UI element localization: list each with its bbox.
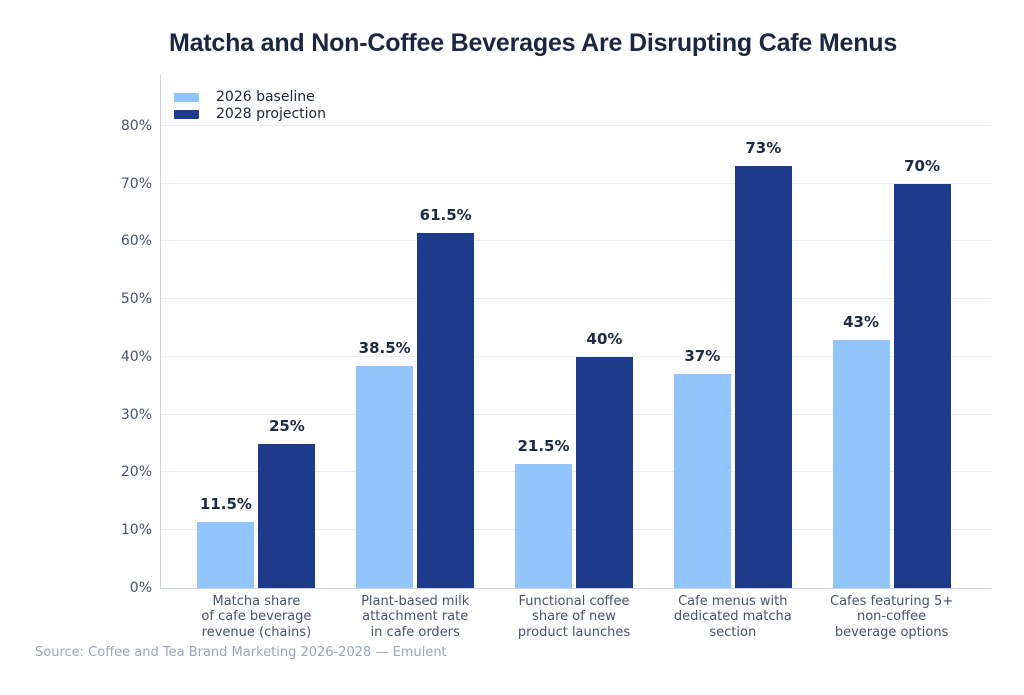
gridline (161, 240, 991, 242)
gridline (161, 124, 991, 126)
bar-group: 21.5% 40% (495, 75, 654, 588)
x-category-label: Matcha share of cafe beverage revenue (c… (201, 594, 312, 640)
bar-value-label: 25% (268, 416, 305, 435)
bar-2028-projection: 61.5% (417, 206, 475, 588)
bars-row: 11.5% 25% 38.5% 61.5% 21.5% 40% 37% 73% 43% 70% (177, 75, 971, 588)
legend-row: 2028 projection (174, 106, 326, 122)
bar-value-label: 21.5% (517, 436, 570, 455)
bar-value-label: 40% (586, 329, 623, 348)
x-category-label: Functional coffee share of new product l… (517, 594, 631, 640)
bar-2026-baseline: 37% (673, 347, 731, 588)
bar-2026-baseline: 43% (832, 313, 890, 588)
bar-group: 11.5% 25% (177, 75, 336, 588)
bar-2028-projection: 40% (575, 330, 633, 588)
x-category-label: Cafe menus with dedicated matcha section (673, 594, 792, 640)
bar-2026-baseline: 21.5% (514, 437, 572, 588)
y-tick-label: 20% (120, 464, 152, 481)
bar-group: 43% 70% (812, 75, 971, 588)
y-tick-label: 60% (120, 233, 152, 250)
bar-2026-baseline: 11.5% (197, 495, 255, 588)
bar-group: 38.5% 61.5% (336, 75, 495, 588)
legend: 2026 baseline 2028 projection (174, 89, 326, 122)
bar-group: 37% 73% (653, 75, 812, 588)
y-tick-label: 0% (129, 580, 152, 596)
y-tick-label: 50% (120, 291, 152, 308)
legend-label: 2026 baseline (216, 89, 315, 105)
gridline (161, 182, 991, 184)
bar-2028-projection: 25% (258, 417, 316, 588)
bar-2026-baseline: 38.5% (356, 339, 414, 588)
bar-value-label: 37% (684, 347, 721, 366)
gridline (161, 355, 991, 357)
bar-value-label: 70% (904, 156, 941, 175)
bar-value-label: 38.5% (358, 338, 411, 357)
plot-area: 0% 10% 20% 30% 40% 50% 60% 70% 80% 11.5% 25% 38.5%… (121, 75, 991, 640)
y-tick-label: 80% (120, 117, 152, 134)
y-tick-label: 10% (120, 522, 152, 539)
bar-value-label: 11.5% (199, 494, 252, 513)
bar-value-label: 61.5% (419, 205, 472, 224)
legend-swatch (174, 92, 199, 102)
bar-value-label: 73% (745, 139, 782, 158)
source-note: Source: Coffee and Tea Brand Marketing 2… (35, 645, 447, 660)
legend-row: 2026 baseline (174, 89, 326, 105)
y-tick-label: 70% (120, 175, 152, 192)
bar-2028-projection: 70% (893, 157, 951, 588)
x-axis-category-labels: Matcha share of cafe beverage revenue (c… (177, 594, 971, 640)
gridline (161, 298, 991, 300)
bar-value-label: 43% (843, 312, 880, 331)
x-category-label: Cafes featuring 5+ non-coffee beverage o… (830, 594, 954, 640)
chart-title: Matcha and Non-Coffee Beverages Are Disr… (168, 29, 898, 57)
legend-label: 2028 projection (216, 106, 326, 122)
y-tick-label: 30% (120, 406, 152, 423)
bar-2028-projection: 73% (734, 139, 792, 588)
legend-swatch (174, 109, 199, 119)
y-tick-label: 40% (120, 348, 152, 365)
x-category-label: Plant-based milk attachment rate in cafe… (361, 594, 470, 640)
